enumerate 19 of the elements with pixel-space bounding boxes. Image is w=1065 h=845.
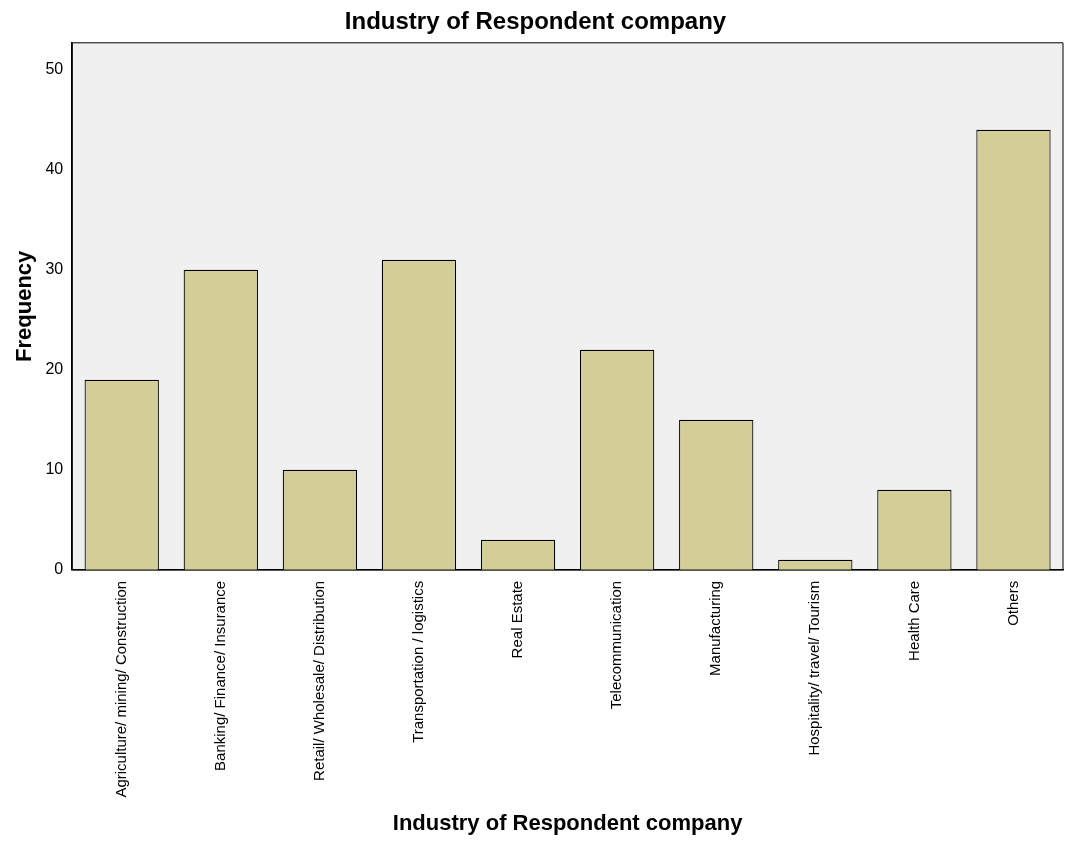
x-tick-label: Real Estate (508, 580, 526, 659)
y-tick-label: 40 (45, 160, 64, 178)
x-tick-label: Others (1003, 580, 1021, 626)
x-tick-label: Hospitality/ travel/ Tourism (805, 580, 823, 756)
x-tick-label: Banking/ Finance/ Insurance (210, 580, 228, 771)
y-tick-label: 10 (45, 460, 64, 478)
y-tick-label: 0 (54, 560, 64, 578)
x-tick-label: Agriculture/ mining/ Construction (111, 580, 129, 798)
y-axis-title: Frequency (11, 249, 37, 362)
x-axis-title: Industry of Respondent company (392, 809, 744, 835)
y-tick-label: 30 (45, 260, 64, 278)
x-tick-label: Telecommunication (607, 580, 625, 710)
y-tick-label: 50 (45, 60, 64, 78)
x-tick-label: Retail/ Wholesale/ Distribution (310, 580, 328, 781)
x-tick-label: Health Care (904, 580, 922, 661)
x-tick-label: Transportation / logistics (409, 580, 427, 743)
chart-title: Industry of Respondent company (344, 7, 727, 35)
x-tick-label: Manufacturing (706, 580, 724, 676)
y-tick-label: 20 (45, 360, 64, 378)
